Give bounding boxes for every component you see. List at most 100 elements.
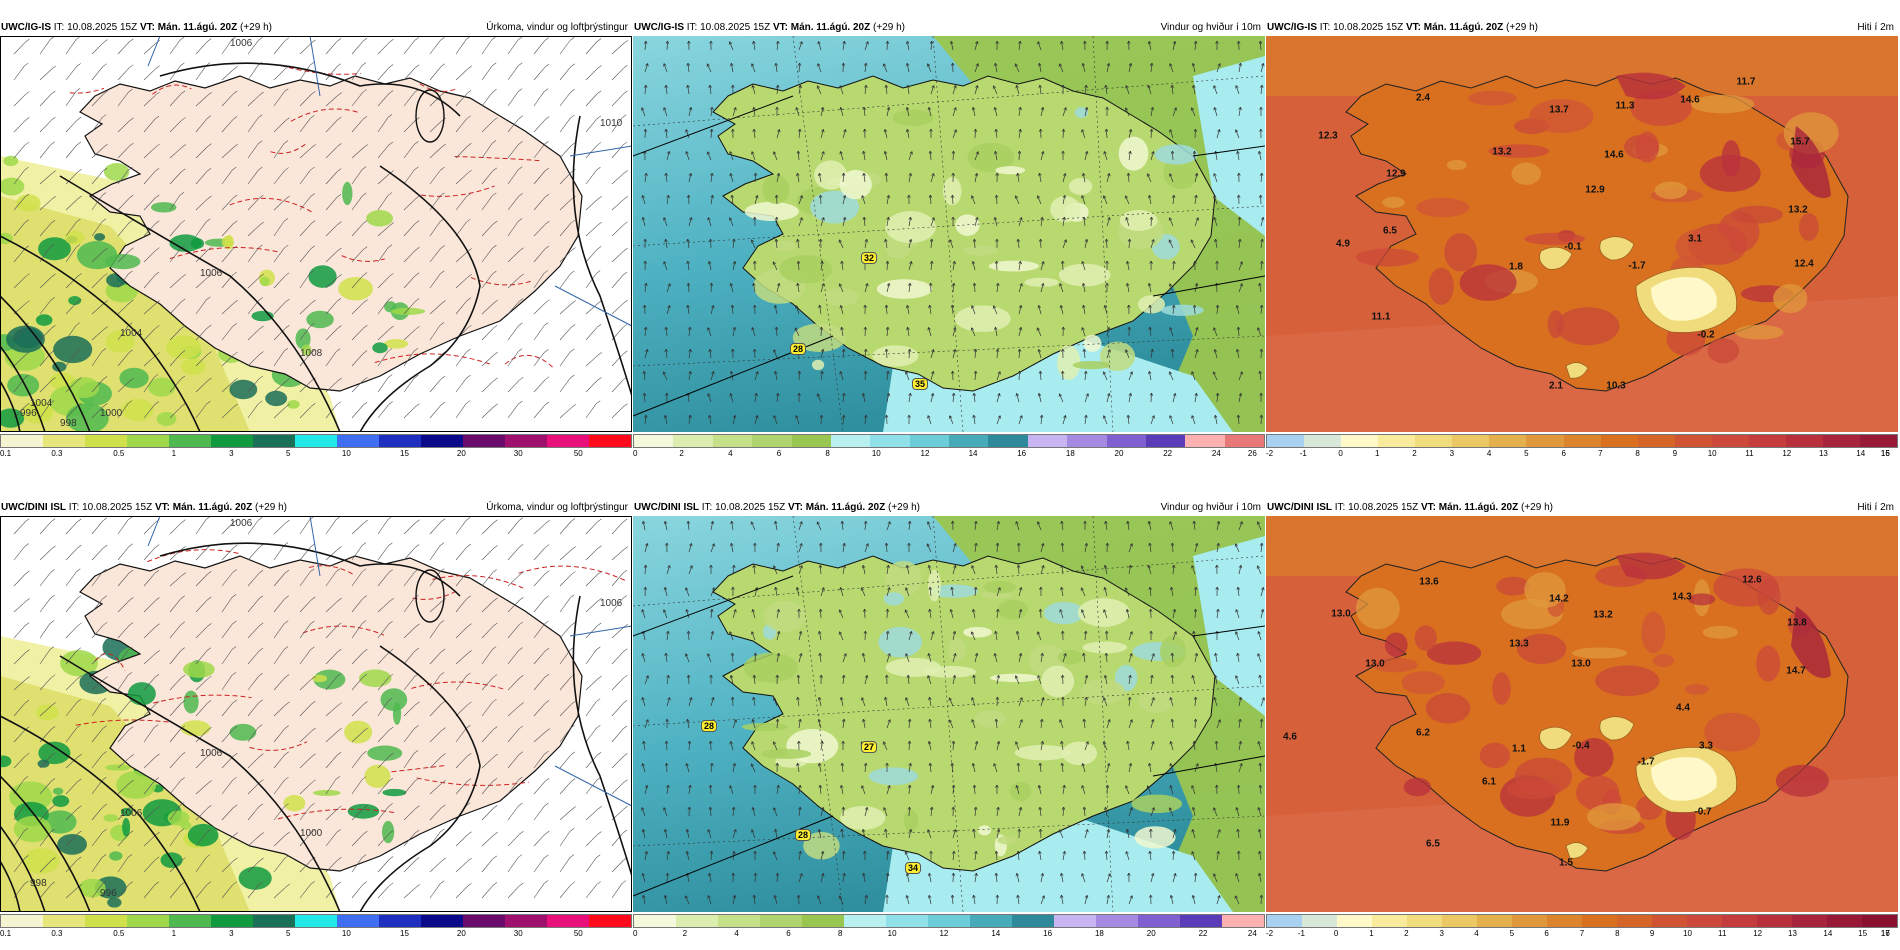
colorbar-tick-label: 2 (682, 929, 688, 938)
temperature-value-label: 4.6 (1283, 731, 1297, 743)
wind-colorbar (633, 434, 1265, 448)
temperature-value-label: 11.1 (1371, 311, 1391, 323)
panel-title: Vindur og hviður í 10m (1160, 502, 1261, 513)
colorbar-swatch (712, 435, 753, 447)
colorbar-tick-label: 50 (573, 449, 583, 458)
colorbar-tick-label: 5 (285, 449, 291, 458)
colorbar-tick-label: 13 (1818, 449, 1828, 458)
precip-colorbar (0, 914, 632, 928)
glacier (1539, 246, 1573, 270)
temperature-value-label: 12.4 (1794, 258, 1814, 270)
colorbar-tick-label: 13 (1788, 929, 1797, 938)
valid-time: Mán. 11.ágú. 20Z (1423, 22, 1504, 33)
colorbar-swatch (589, 435, 631, 447)
init-time: IT: 10.08.2025 15Z (53, 22, 138, 33)
colorbar-swatch (1442, 915, 1477, 927)
colorbar-tick-label: 10 (1707, 449, 1717, 458)
colorbar-swatch (337, 915, 379, 927)
colorbar-swatch (1180, 915, 1222, 927)
colorbar-swatch (1106, 435, 1146, 447)
colorbar-tick-label: 8 (1635, 449, 1640, 458)
temperature-value-label: 13.8 (1787, 617, 1807, 629)
colorbar-tick-label: 10 (1683, 929, 1692, 938)
model-name: UWC/DINI ISL (1, 502, 66, 513)
isobar-label: 1006 (200, 268, 223, 279)
colorbar-tick-label: 15 (1880, 449, 1890, 458)
isobar-label: 998 (30, 878, 47, 889)
colorbar-swatch (1372, 915, 1407, 927)
colorbar-swatch (43, 915, 85, 927)
temperature-value-label: -0.1 (1564, 241, 1582, 253)
temperature-value-label: 14.6 (1604, 149, 1624, 161)
init-time: IT: 10.08.2025 15Z (1334, 502, 1419, 513)
colorbar-tick-label: 6 (786, 929, 791, 938)
colorbar-ticks: 0.1 0.3 0.5 1 3 5 10 15 20 30 50 (0, 928, 632, 940)
panel-header: UWC/DINI ISL IT: 10.08.2025 15Z VT: Mán.… (0, 480, 632, 516)
colorbar-swatch (295, 435, 337, 447)
isobar-label: 1006 (600, 598, 623, 609)
colorbar-swatch (634, 435, 674, 447)
colorbar-swatch (1652, 915, 1687, 927)
precip-map: 1006 1006 1006 1000 1006 998 996 (0, 516, 632, 912)
colorbar-swatch (253, 915, 295, 927)
colorbar-swatch (1617, 915, 1652, 927)
colorbar-swatch (870, 435, 910, 447)
colorbar-tick-label: -2 (1266, 929, 1274, 938)
gust-max-badge: 28 (700, 720, 718, 732)
gust-max-badge: 32 (860, 252, 878, 264)
colorbar-tick-label: 10 (341, 929, 351, 938)
temperature-panel: UWC/IG-IS IT: 10.08.2025 15Z VT: Mán. 11… (1266, 0, 1898, 460)
valid-time: Mán. 11.ágú. 20Z (172, 502, 253, 513)
colorbar-swatch (169, 915, 211, 927)
isobars (0, 542, 632, 912)
model-name: UWC/DINI ISL (1267, 502, 1332, 513)
temperature-value-label: 11.7 (1736, 76, 1756, 88)
colorbar-tick-label: 0.3 (51, 929, 63, 938)
gust-max-badge: 28 (789, 343, 807, 355)
colorbar-tick-label: 4 (1474, 929, 1479, 938)
colorbar-tick-label: 12 (939, 929, 949, 938)
temperature-map: 13.6 12.6 13.0 14.2 14.3 13.2 13.3 13.8 13.0 13.0… (1266, 516, 1898, 912)
colorbar-swatch (505, 915, 547, 927)
colorbar-tick-label: 1 (1374, 449, 1380, 458)
colorbar-tick-label: 9 (1672, 449, 1678, 458)
colorbar-tick-label: 15 (400, 449, 409, 458)
colorbar-swatch (253, 435, 295, 447)
colorbar-ticks: 0.1 0.3 0.5 1 3 5 10 15 20 30 50 (0, 448, 632, 460)
panel-header: UWC/IG-IS IT: 10.08.2025 15Z VT: Mán. 11… (633, 0, 1265, 36)
init-time: IT: 10.08.2025 15Z (686, 22, 771, 33)
temperature-value-label: 3.3 (1699, 740, 1713, 752)
colorbar-tick-label: 3 (229, 929, 234, 938)
colorbar-tick-label: 16 (1043, 929, 1053, 938)
colorbar-swatch (673, 435, 713, 447)
valid-label: VT: (1405, 22, 1421, 33)
isobar-label: 998 (60, 418, 77, 429)
wind-panel: UWC/IG-IS IT: 10.08.2025 15Z VT: Mán. 11… (633, 0, 1265, 460)
lead-time: (+29 h) (888, 502, 920, 513)
colorbar-tick-label: 15 (1858, 929, 1868, 938)
temperature-value-label: -0.4 (1572, 740, 1590, 752)
colorbar-tick-label: 3 (1449, 449, 1455, 458)
colorbar-swatch (634, 915, 676, 927)
panel-header: UWC/IG-IS IT: 10.08.2025 15Z VT: Mán. 11… (0, 0, 632, 36)
colorbar-swatch (1674, 435, 1712, 447)
isobar-label: 1004 (30, 398, 53, 409)
temperature-value-label: 6.5 (1383, 225, 1397, 237)
valid-time: Mán. 11.ágú. 20Z (1438, 502, 1519, 513)
colorbar-tick-label: 9 (1649, 929, 1655, 938)
colorbar-swatch (1862, 915, 1897, 927)
temperature-value-label: 14.6 (1680, 94, 1700, 106)
colorbar-tick-label: 11 (1718, 929, 1727, 938)
colorbar-tick-label: 30 (513, 449, 523, 458)
panel-title: Vindur og hviður í 10m (1160, 22, 1261, 33)
colorbar-swatch (1477, 915, 1512, 927)
colorbar-tick-label: 0 (1333, 929, 1339, 938)
temperature-map: 2.4 11.7 13.7 11.3 14.6 12.3 13.2 14.6 15.7 12.9 1… (1266, 36, 1898, 432)
colorbar-swatch (1489, 435, 1527, 447)
colorbar-tick-label: 5 (1524, 449, 1529, 458)
temperature-value-label: 4.4 (1676, 702, 1690, 714)
temperature-value-label: 14.3 (1672, 591, 1692, 603)
colorbar-tick-label: 16 (1880, 449, 1890, 458)
temperature-value-label: 12.3 (1318, 130, 1338, 142)
gust-max-badge: 27 (860, 741, 878, 753)
